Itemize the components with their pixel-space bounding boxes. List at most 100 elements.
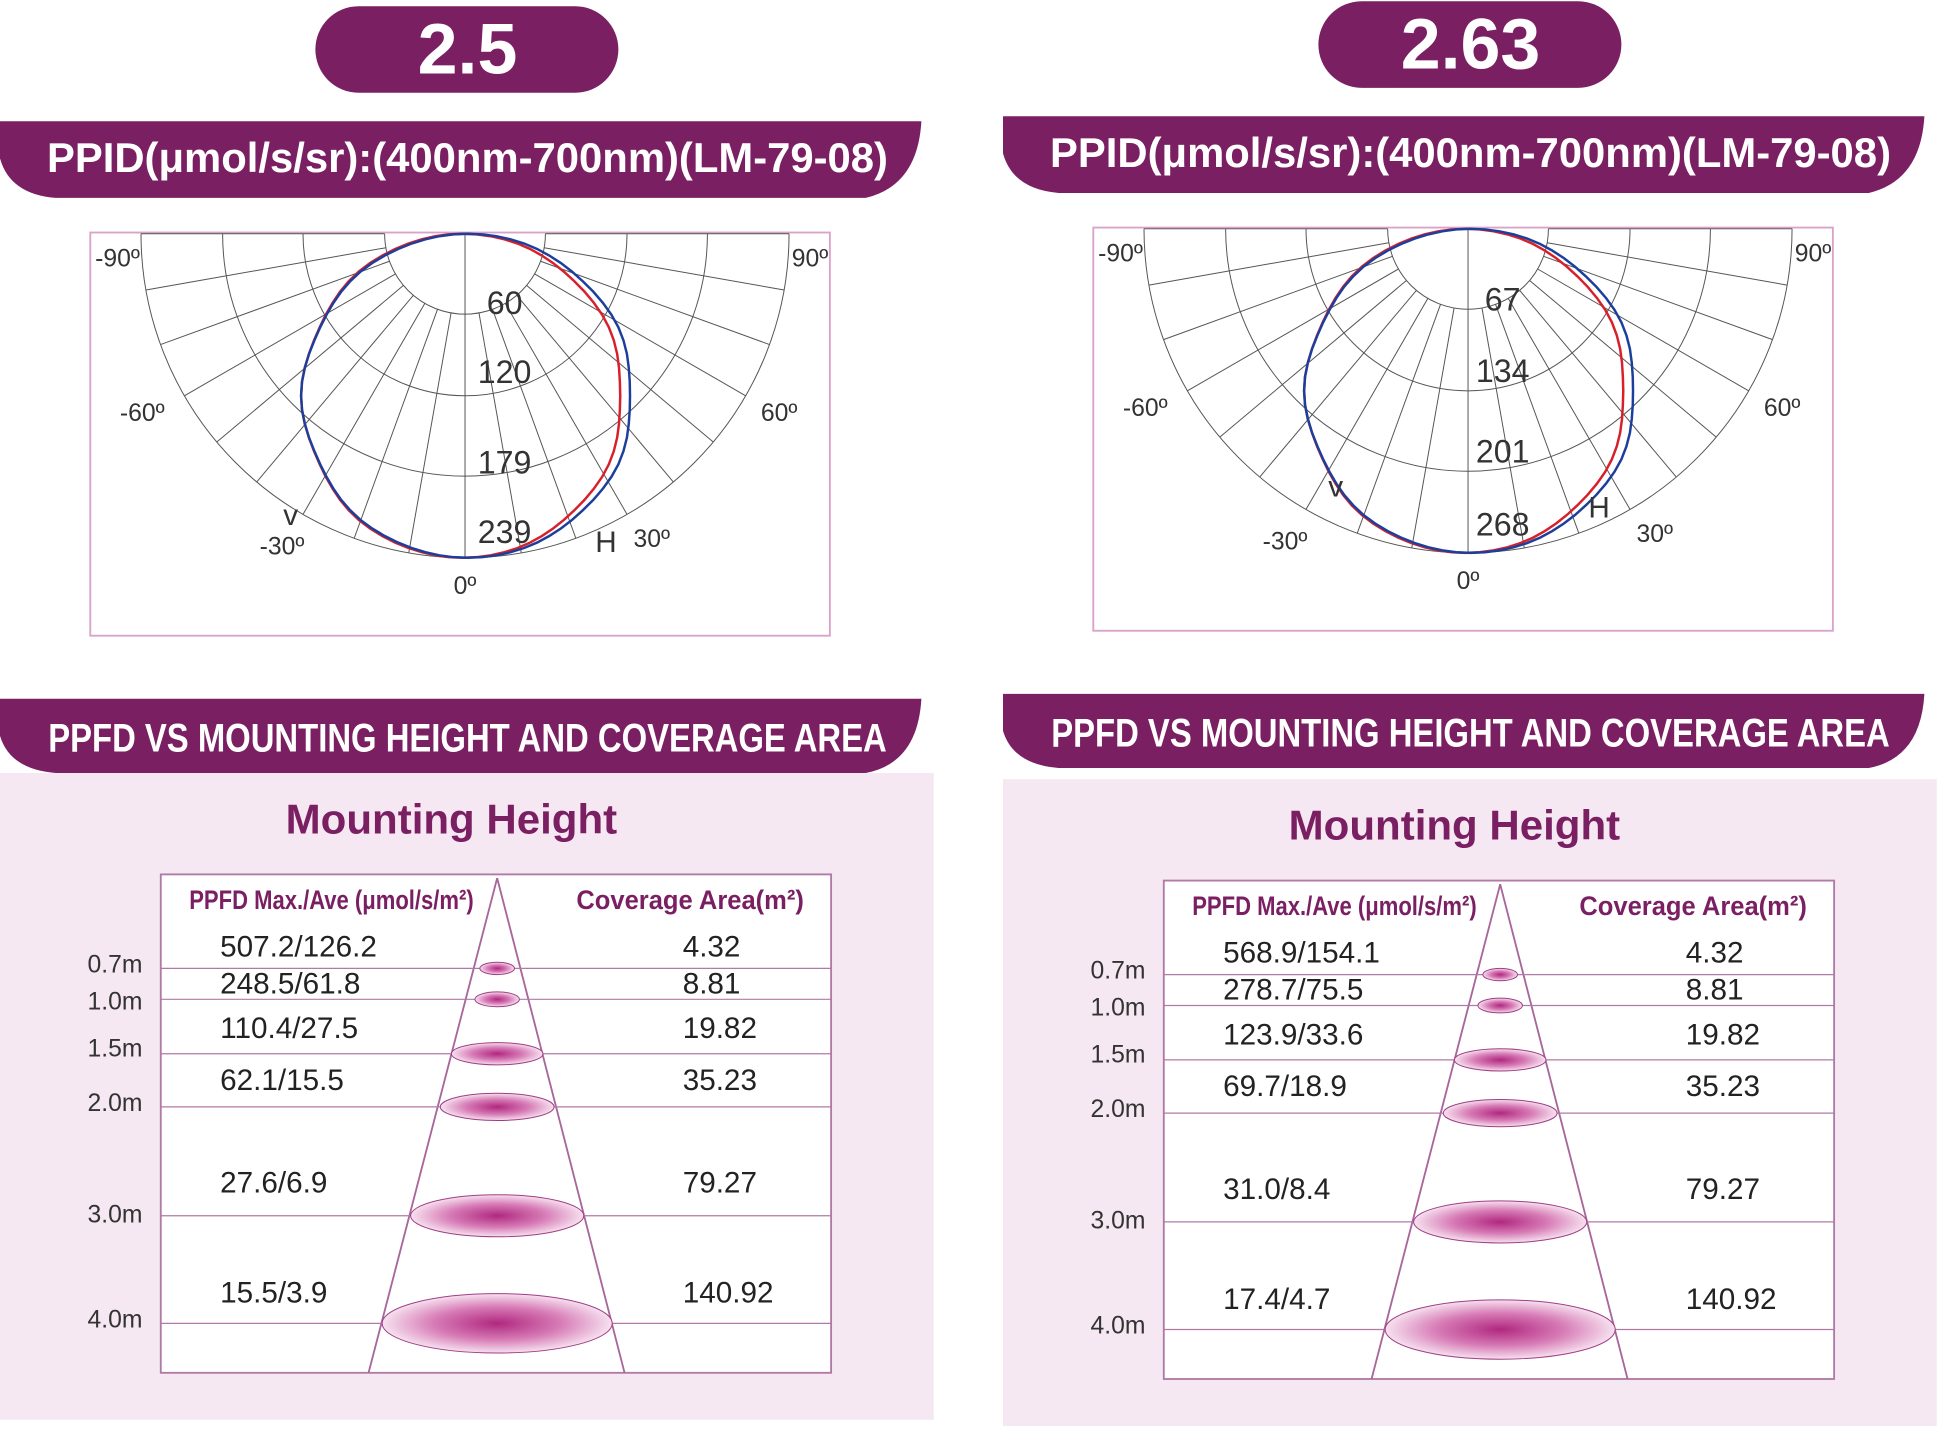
angle-label: 90º [792,245,829,272]
ppfd-value: 123.9/33.6 [1223,1018,1363,1051]
light-cone [1370,884,1629,1380]
coverage-value: 19.82 [683,1012,757,1045]
light-spot [474,991,520,1008]
banner [1003,693,1925,769]
coverage-value: 79.27 [683,1167,757,1200]
curve-label: v [1328,470,1343,503]
polar-frame [89,231,831,637]
table-header: PPFD Max./Ave (μmol/s/m²) [189,884,473,915]
mounting-title: Mounting Height [286,796,618,843]
ppfd-value: 17.4/4.7 [1223,1283,1330,1316]
badge [315,6,619,93]
angle-label: -90º [1098,240,1143,267]
height-label: 4.0m [1091,1313,1146,1340]
table-frame [159,873,833,1374]
coverage-value: 4.32 [1686,937,1744,970]
ppfd-title: PPFD VS MOUNTING HEIGHT AND COVERAGE ARE… [1051,711,1890,755]
ppfd-value: 110.4/27.5 [220,1012,358,1045]
polar-spoke [492,309,577,539]
curve-label: v [283,499,298,532]
coverage-value: 140.92 [683,1277,774,1310]
polar-spoke [1148,242,1389,286]
angle-label: -60º [120,400,165,427]
banner [0,698,922,773]
polar-spoke [1356,304,1442,534]
table-header: Coverage Area(m²) [576,884,804,915]
polar-spoke [1543,255,1773,341]
angle-label: 60º [1764,395,1801,422]
badge [1318,1,1622,88]
height-label: 1.5m [1091,1042,1146,1069]
angle-label: 0º [454,573,477,600]
polar-spoke [526,285,714,443]
light-spot [439,1092,555,1122]
panel-top: 2.5 PPID(μmol/s/sr):(400nm-700nm)(LM-79-0… [0,6,922,773]
angle-label: -30º [1263,528,1308,555]
polar-spoke [353,309,438,539]
curve-label: H [595,526,616,559]
ppfd-value: 507.2/126.2 [220,930,377,963]
distribution-curve [299,232,632,560]
polar-spoke [408,312,452,553]
badge-value: 2.5 [418,9,518,89]
ring-label: 134 [1476,353,1530,389]
light-spot [1482,967,1518,982]
angle-label: 30º [1637,521,1674,548]
height-label: 1.5m [88,1036,143,1063]
polar-spoke [160,260,390,346]
polar-spoke [1547,242,1788,286]
polar-spoke [1507,298,1631,510]
ring-label: 120 [478,354,532,390]
polar-spoke [1219,280,1407,438]
polar-spoke [534,273,746,397]
polar-spoke [544,247,785,291]
light-spot [1453,1048,1547,1072]
ppfd-value: 27.6/6.9 [220,1167,327,1200]
light-spot [479,961,515,976]
table-frame [1162,879,1836,1380]
badge-value: 2.63 [1401,4,1541,84]
height-label: 0.7m [88,951,143,978]
light-spot [1442,1098,1558,1128]
ppfd-value: 69.7/18.9 [1223,1070,1347,1103]
ppid-title: PPID(μmol/s/sr):(400nm-700nm)(LM-79-08) [47,134,888,181]
coverage-value: 140.92 [1686,1283,1777,1316]
coverage-value: 35.23 [1686,1070,1760,1103]
ring-label: 239 [478,514,532,550]
height-label: 1.0m [88,989,143,1016]
ppid-title: PPID(μmol/s/sr):(400nm-700nm)(LM-79-08) [1050,129,1891,176]
coverage-value: 19.82 [1686,1018,1760,1051]
polar-spoke [516,295,674,483]
ppfd-value: 248.5/61.8 [220,968,360,1001]
polar-spoke [1519,290,1677,478]
table-header: PPFD Max./Ave (μmol/s/m²) [1192,890,1476,921]
coverage-value: 4.32 [683,930,741,963]
coverage-value: 8.81 [1686,974,1744,1007]
banner [0,121,922,198]
polar-spoke [1481,307,1525,549]
panel-bottom: Mounting Height PPFD Max./Ave (μmol/s/m²)… [1003,779,1937,1426]
height-label: 0.7m [1091,958,1146,985]
ring-label: 67 [1485,281,1521,317]
polar-spoke [256,295,414,483]
angle-label: -90º [95,245,140,272]
curve-label: H [1588,491,1609,524]
light-spot [1477,997,1523,1014]
polar-spoke [302,303,426,515]
angle-label: -30º [260,533,305,560]
ppfd-title: PPFD VS MOUNTING HEIGHT AND COVERAGE ARE… [48,716,887,760]
coverage-value: 79.27 [1686,1173,1760,1206]
polar-spoke [1537,268,1749,392]
ring-label: 60 [487,285,523,321]
light-spot [1413,1200,1588,1244]
ppfd-value: 278.7/75.5 [1223,974,1363,1007]
polar-spoke [504,303,628,515]
light-spot [1384,1299,1616,1360]
banner [1003,116,1925,193]
polar-spoke [1187,268,1399,392]
light-spot [410,1194,585,1238]
polar-spoke [540,260,770,346]
height-label: 4.0m [88,1306,143,1333]
polar-spoke [1411,307,1455,549]
